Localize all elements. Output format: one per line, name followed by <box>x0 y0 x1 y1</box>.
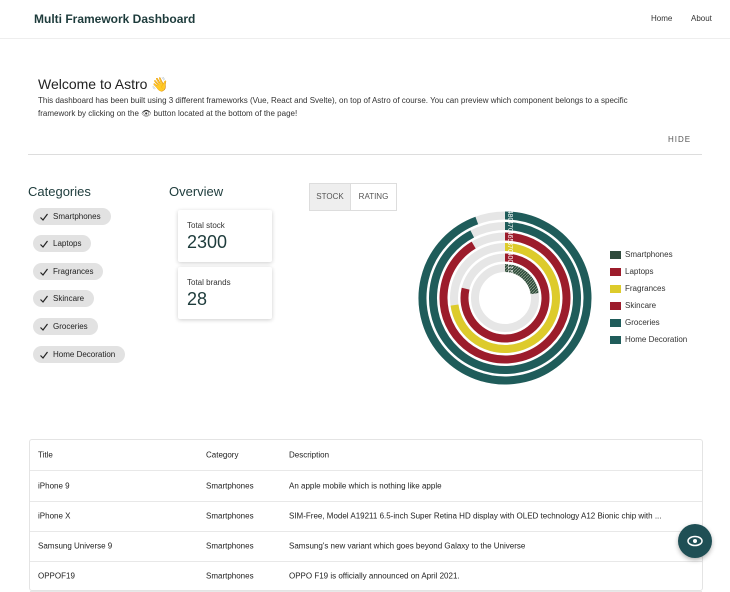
column-header: Description <box>289 450 330 460</box>
bar-value-label: 470 <box>506 220 513 232</box>
stat-label: Total stock <box>187 221 225 230</box>
category-label: Fragrances <box>53 267 94 276</box>
stat-value: 28 <box>187 289 208 309</box>
table-header: Title Category Description <box>30 440 702 471</box>
tab-button[interactable]: STOCK <box>309 183 351 211</box>
column-header: Category <box>206 450 239 460</box>
legend-item: Home Decoration <box>610 335 687 344</box>
legend-label: Skincare <box>625 301 657 310</box>
site-title: Multi Framework Dashboard <box>34 12 196 26</box>
header: Multi Framework Dashboard Home About <box>0 0 730 39</box>
bar-value-label: 400 <box>506 252 513 264</box>
check-icon <box>40 295 48 303</box>
category-label: Home Decoration <box>53 350 116 359</box>
category-chip[interactable]: Smartphones <box>33 208 111 225</box>
legend-label: Fragrances <box>625 284 666 293</box>
legend-swatch <box>610 250 621 259</box>
stat-label: Total brands <box>187 278 231 287</box>
check-icon <box>40 268 48 276</box>
table-cell: Samsung Universe 9 <box>38 541 113 551</box>
legend-item: Fragrances <box>610 284 665 293</box>
legend-item: Smartphones <box>610 250 673 259</box>
stat-card: Total brands 28 <box>178 267 272 319</box>
legend-item: Groceries <box>610 318 660 327</box>
category-chip[interactable]: Fragrances <box>33 263 104 280</box>
legend-swatch <box>610 335 621 344</box>
category-label: Smartphones <box>53 212 101 221</box>
table-row[interactable]: Samsung Universe 9 Smartphones Samsung's n… <box>30 531 702 562</box>
legend-swatch <box>610 301 621 310</box>
check-icon <box>40 351 48 359</box>
category-chip[interactable]: Laptops <box>33 235 92 252</box>
stat-card: Total stock 2300 <box>178 210 272 262</box>
table-cell: OPPOF19 <box>38 571 75 581</box>
table-cell: Smartphones <box>206 541 254 551</box>
products-table: Title Category Description iPhone 9 Smartpho… <box>29 439 703 592</box>
table-cell: SIM-Free, Model A19211 6.5-inch Super Re… <box>289 511 662 521</box>
legend-label: Groceries <box>625 318 660 327</box>
category-chip[interactable]: Groceries <box>33 318 98 335</box>
table-cell: OPPO F19 is officially announced on Apri… <box>289 571 460 581</box>
category-chip[interactable]: Skincare <box>33 290 95 307</box>
tab-button[interactable]: RATING <box>350 183 397 211</box>
legend-swatch <box>610 267 621 276</box>
table-cell: An apple mobile which is nothing like ap… <box>289 481 442 491</box>
radial-bar <box>429 222 581 374</box>
table-cell: Smartphones <box>206 571 254 581</box>
category-chip[interactable]: Home Decoration <box>33 346 126 363</box>
table-cell: Smartphones <box>206 481 254 491</box>
category-label: Groceries <box>53 322 88 331</box>
legend-item: Laptops <box>610 267 653 276</box>
welcome-title: Welcome to Astro 👋 <box>38 76 169 92</box>
categories-title: Categories <box>28 184 91 199</box>
legend-item: Skincare <box>610 301 656 310</box>
legend-label: Home Decoration <box>625 335 688 344</box>
table-row[interactable]: iPhone 9 Smartphones An apple mobile which… <box>30 471 702 502</box>
bar-value-label: 115 <box>506 262 513 273</box>
check-icon <box>40 323 48 331</box>
nav-link[interactable]: About <box>691 14 712 23</box>
legend-label: Laptops <box>625 267 654 276</box>
hide-button[interactable]: HIDE <box>668 135 692 144</box>
welcome-text: This dashboard has been built using 3 di… <box>38 96 628 118</box>
radial-bar <box>504 264 539 295</box>
category-label: Skincare <box>53 294 85 303</box>
table-cell: iPhone 9 <box>38 481 70 491</box>
eye-icon <box>687 535 703 547</box>
table-cell: iPhone X <box>38 511 71 521</box>
legend-label: Smartphones <box>625 250 673 259</box>
bar-value-label: 465 <box>506 231 513 243</box>
bar-value-label: 480 <box>506 210 513 222</box>
check-icon <box>40 240 48 248</box>
overview-title: Overview <box>169 184 224 199</box>
nav-link[interactable]: Home <box>651 14 673 23</box>
radial-bar <box>460 253 550 343</box>
radial-bar <box>418 211 592 385</box>
column-header: Title <box>38 450 53 460</box>
category-label: Laptops <box>53 239 82 248</box>
divider <box>28 154 702 155</box>
radial-bar <box>450 243 560 353</box>
bar-value-label: 370 <box>506 241 513 253</box>
legend-swatch <box>610 284 621 293</box>
check-icon <box>40 213 48 221</box>
legend-swatch <box>610 318 621 327</box>
stat-value: 2300 <box>187 232 228 252</box>
table-cell: Smartphones <box>206 511 254 521</box>
table-cell: Samsung's new variant which goes beyond … <box>289 541 526 551</box>
table-row[interactable]: OPPOF19 Smartphones OPPO F19 is officially… <box>30 561 702 592</box>
radial-bar <box>439 232 571 364</box>
framework-preview-button[interactable] <box>678 524 712 558</box>
table-row[interactable]: iPhone X Smartphones SIM-Free, Model A1921… <box>30 501 702 532</box>
